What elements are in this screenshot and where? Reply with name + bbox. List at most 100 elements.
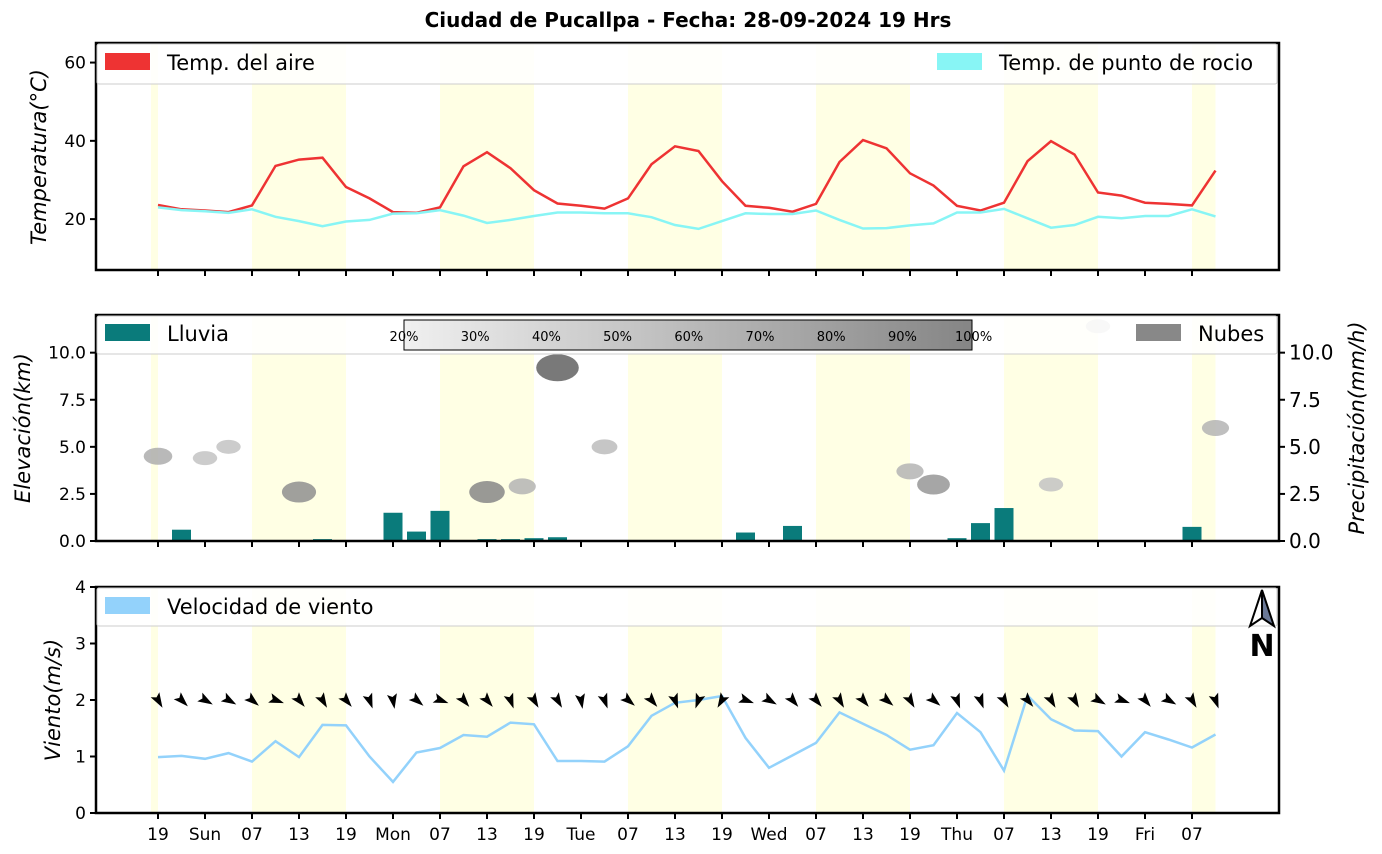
day-band (150, 44, 158, 269)
x-axis-ticks: 19 Sun 07 13 19 Mon 07 13 19 Tue 07 13 19 Wed 07 13 19 Th… (147, 270, 1203, 845)
y-tick-label: 4 (75, 578, 86, 598)
temperature-lines (157, 138, 1217, 231)
x-tick-label: 07 (805, 825, 827, 845)
cloud-scale-label: 20% (390, 330, 419, 345)
wind-axes-frame (94, 585, 1281, 815)
wind-arrow-icon (695, 692, 706, 709)
x-tick-label: Sun (189, 825, 221, 845)
legend-box (96, 587, 1278, 627)
wind-arrow-icon (362, 692, 373, 709)
day-band (1192, 44, 1216, 269)
x-tick-label: 19 (1087, 825, 1109, 845)
x-tick-label: 19 (711, 825, 733, 845)
x-tick-label: Wed (750, 825, 787, 845)
wind-arrow-icon (996, 692, 1009, 708)
legend-label-wind: Velocidad de viento (167, 595, 373, 619)
wind-arrow-icon (408, 692, 424, 706)
wind-arrow-icon (925, 692, 941, 706)
wind-arrow-icon (575, 693, 585, 709)
wind-arrow-icon (268, 693, 284, 704)
day-band (1192, 588, 1216, 812)
legend-label-clouds: Nubes (1198, 322, 1264, 346)
wind-arrow-icon (1090, 692, 1106, 705)
y-tick-label: 1 (75, 748, 86, 768)
wind-y-label: Viento(m/s) (41, 639, 65, 761)
rain-bars (172, 508, 1225, 541)
y-tick-label: 2 (75, 691, 86, 711)
precipitation-axes-frame (94, 313, 1281, 543)
day-band (150, 316, 158, 540)
wind-arrow-icon (832, 692, 844, 708)
x-tick-label: 13 (1040, 825, 1062, 845)
wind-arrow-icon (550, 692, 562, 708)
y-tick-label: 3 (75, 635, 86, 655)
rain-bar (548, 537, 567, 541)
cloud-scale-label: 70% (746, 330, 775, 345)
north-label: N (1249, 629, 1274, 664)
cloud-patch (508, 478, 536, 495)
north-arrow-shade-icon (1261, 589, 1276, 629)
temperature-axes-frame (94, 41, 1281, 272)
x-tick-label: 07 (429, 825, 451, 845)
wind-arrow-icon (902, 692, 915, 708)
x-tick-label: 13 (288, 825, 310, 845)
y2-tick-label: 7.5 (1289, 388, 1321, 412)
cloud-patch (591, 439, 618, 455)
elevation-y-label: Elevación(km) (11, 353, 35, 503)
wind-arrow-icon (950, 692, 961, 709)
precipitation-panel: 0.0 2.5 5.0 7.5 10.0 0.0 2.5 5.0 7.5 10.0 Lluvia … (11, 313, 1369, 553)
wind-speed-line (157, 693, 1217, 784)
cloud-scale-label: 60% (674, 330, 703, 345)
dew-point-line (157, 206, 1216, 231)
x-tick-label: 13 (664, 825, 686, 845)
cloud-patch (896, 463, 924, 480)
legend-swatch-air (105, 53, 150, 70)
wind-arrow-icon (643, 692, 658, 707)
cloud-scale-label: 80% (817, 330, 846, 345)
temperature-y-label: Temperatura(°C) (27, 69, 51, 245)
x-tick-label: 07 (617, 825, 639, 845)
cloud-patch (917, 474, 950, 495)
cloud-patch (469, 481, 505, 504)
x-tick-label: 19 (899, 825, 921, 845)
legend-label-dew: Temp. de punto de rocio (998, 51, 1253, 75)
wind-arrow-icon (315, 692, 327, 708)
wind-panel: 0 1 2 3 4 Velocidad de viento N Viento(m/s) (41, 578, 1281, 824)
temperature-legend: Temp. del aire Temp. de punto de rocio (96, 43, 1278, 85)
wind-arrow-icon (855, 692, 869, 707)
legend-label-rain: Lluvia (167, 322, 229, 346)
wind-arrow-icon (717, 692, 730, 708)
wind-arrow-icon (761, 692, 777, 705)
legend-swatch-clouds (1136, 324, 1181, 341)
wind-arrow-icon (1184, 692, 1197, 708)
wind-speed-polyline (157, 693, 1217, 784)
rain-bar (783, 525, 802, 541)
x-tick-label: Mon (375, 825, 411, 845)
rain-bar (971, 523, 990, 541)
x-tick-label: Thu (940, 825, 973, 845)
wind-arrow-icon (220, 692, 237, 705)
wind-arrow-icon (197, 692, 213, 705)
cloud-patch (143, 447, 173, 465)
cloud-patch (1201, 420, 1230, 436)
y-tick-label: 0 (75, 804, 86, 824)
wind-arrow-icon (244, 692, 259, 706)
wind-arrow-icon (455, 692, 470, 707)
wind-arrow-icon (1208, 692, 1219, 709)
x-tick-label: 19 (523, 825, 545, 845)
cloud-patch (536, 354, 579, 382)
wind-arrow-icon (1019, 692, 1034, 707)
y-tick-label: 60 (64, 54, 86, 74)
y-tick-label: 10.0 (48, 344, 86, 364)
rain-bar (947, 538, 967, 541)
chart-title: Ciudad de Pucallpa - Fecha: 28-09-2024 1… (425, 8, 952, 32)
cloud-patch (1038, 477, 1064, 492)
wind-arrow-icon (808, 692, 822, 707)
rain-bar (430, 510, 450, 541)
cloud-patch (281, 481, 317, 503)
legend-swatch-dew (937, 53, 982, 70)
wind-arrow-icon (432, 693, 449, 704)
temperature-panel: 20 40 60 Temp. del aire Temp. de punto de … (27, 41, 1281, 272)
cloud-scale-label: 100% (955, 330, 992, 345)
